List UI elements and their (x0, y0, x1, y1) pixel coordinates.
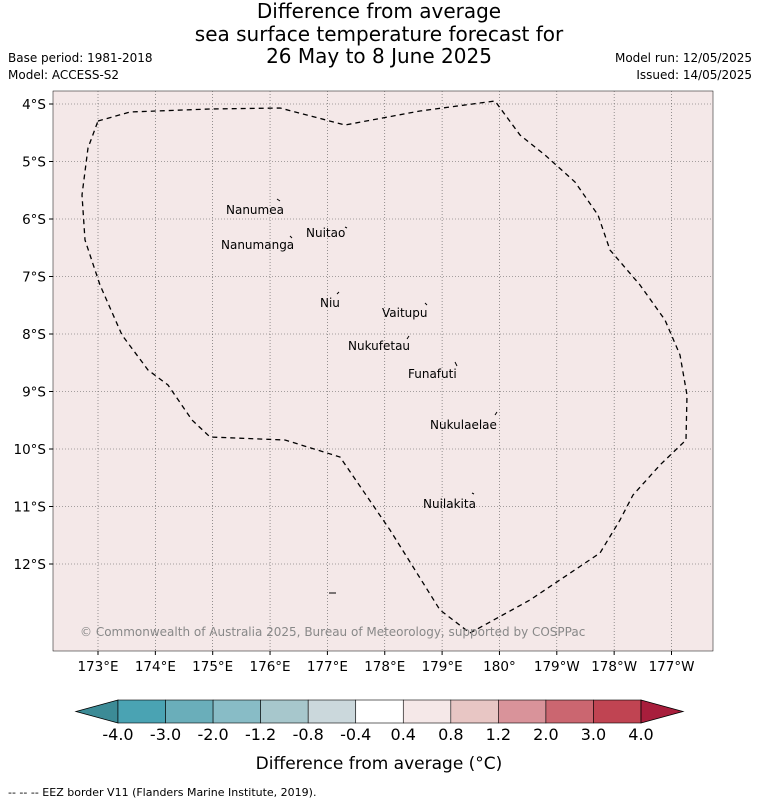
island-label-nanumea: Nanumea (226, 203, 284, 217)
island-label-nuitao: Nuitao (306, 226, 345, 240)
island-shape-nanumanga (289, 235, 293, 239)
meta-right: Model run: 12/05/2025 Issued: 14/05/2025 (615, 50, 752, 84)
lat-tick-label: 4°S (22, 97, 46, 113)
island-shapes (276, 198, 498, 594)
island-label-niu: Niu (320, 296, 340, 310)
lon-tick-label: 178°W (591, 659, 637, 675)
island-shape-vaitupu (424, 302, 428, 306)
colorbar-segment (355, 699, 404, 724)
colorbar-tick-label: -4.0 (102, 725, 133, 744)
lat-tick-label: 7°S (22, 270, 46, 286)
copyright-text: © Commonwealth of Australia 2025, Bureau… (80, 625, 585, 639)
colorbar-over-arrow (640, 699, 685, 724)
issued-date: Issued: 14/05/2025 (636, 68, 752, 82)
island-shape-nanumea (276, 198, 281, 202)
lat-tick-label: 11°S (14, 500, 47, 516)
colorbar-tick-label: -2.0 (197, 725, 228, 744)
colorbar-tick-label: 0.8 (438, 725, 463, 744)
colorbar-label: Difference from average (°C) (256, 754, 503, 774)
colorbar-tick-label: -0.4 (340, 725, 371, 744)
island-shape-funafuti (454, 361, 458, 367)
colorbar-segment (307, 699, 357, 724)
lon-tick-label: 179°W (534, 659, 580, 675)
latitude-labels: 4°S 5°S 6°S 7°S 8°S 9°S 10°S 11°S 12°S (14, 97, 53, 573)
island-label-vaitupu: Vaitupu (382, 306, 428, 320)
island-shape-niu (336, 291, 340, 295)
colorbar-segment (165, 699, 214, 724)
lon-tick-label: 176°E (250, 659, 291, 675)
lat-tick-label: 9°S (22, 385, 46, 401)
title: Difference from average sea surface temp… (0, 0, 758, 68)
footer-note: -- -- -- EEZ border V11 (Flanders Marine… (8, 786, 317, 799)
map-panel (52, 90, 714, 652)
island-shape-nukufetau (406, 335, 410, 340)
lon-tick-label: 178°E (364, 659, 405, 675)
island-shape-nuilakita (471, 492, 475, 495)
lon-tick-label: 173°E (77, 659, 118, 675)
lat-tick-label: 10°S (14, 442, 47, 458)
colorbar-segment (450, 699, 499, 724)
island-labels: Nanumea Nuitao Nanumanga Niu Vaitupu Nuk… (221, 203, 497, 511)
colorbar-tick-label: -0.8 (293, 725, 324, 744)
colorbar-tick-label: 4.0 (628, 725, 653, 744)
lon-tick-label: 177°E (307, 659, 348, 675)
colorbar-tick-label: 0.4 (391, 725, 416, 744)
lat-tick-label: 8°S (22, 327, 46, 343)
title-line-1: Difference from average (256, 0, 502, 23)
island-shape-nukulaelae (494, 411, 498, 416)
eez-border (81, 100, 688, 634)
title-line-2: sea surface temperature forecast for (194, 21, 564, 46)
island-label-nanumanga: Nanumanga (221, 238, 294, 252)
lat-tick-label: 5°S (22, 155, 46, 171)
lon-tick-label: 175°E (192, 659, 233, 675)
colorbar-segment (498, 699, 547, 724)
colorbar-tick-label: -1.2 (245, 725, 276, 744)
base-period: Base period: 1981-2018 (8, 51, 153, 65)
colorbar-tick-label: -3.0 (150, 725, 181, 744)
colorbar-segment (593, 699, 642, 724)
island-label-nukufetau: Nukufetau (348, 339, 410, 353)
colorbar-segment (117, 699, 166, 724)
lon-tick-label: 174°E (135, 659, 176, 675)
lon-tick-label: 180° (483, 659, 516, 675)
island-label-nuilakita: Nuilakita (423, 497, 476, 511)
colorbar-segment (260, 699, 309, 724)
colorbar-tick-label: 2.0 (533, 725, 558, 744)
gridlines (53, 91, 713, 651)
island-shape-nuitao (344, 226, 348, 229)
lon-tick-label: 179°E (422, 659, 463, 675)
title-line-3: 26 May to 8 June 2025 (266, 44, 492, 68)
colorbar-segment (545, 699, 594, 724)
colorbar (74, 699, 685, 724)
model-run: Model run: 12/05/2025 (614, 51, 752, 65)
lat-tick-label: 12°S (14, 557, 47, 573)
colorbar-tick-label: 3.0 (581, 725, 606, 744)
colorbar-segment (402, 699, 452, 724)
colorbar-under-arrow (74, 699, 119, 724)
colorbar-tick-label: 1.2 (486, 725, 511, 744)
island-label-nukulaelae: Nukulaelae (430, 418, 497, 432)
lon-tick-label: 177°W (649, 659, 695, 675)
model-name: Model: ACCESS-S2 (8, 68, 120, 82)
meta-left: Base period: 1981-2018 Model: ACCESS-S2 (8, 50, 153, 84)
longitude-labels: 173°E 174°E 175°E 176°E 177°E 178°E 179°E 180° 1… (77, 651, 694, 675)
island-label-funafuti: Funafuti (408, 367, 457, 381)
colorbar-ticks: -4.0 -3.0 -2.0 -1.2 -0.8 -0.4 0.4 0.8 1.2 2.0 3.0 4… (102, 725, 653, 744)
colorbar-segment (212, 699, 261, 724)
lat-tick-label: 6°S (22, 212, 46, 228)
